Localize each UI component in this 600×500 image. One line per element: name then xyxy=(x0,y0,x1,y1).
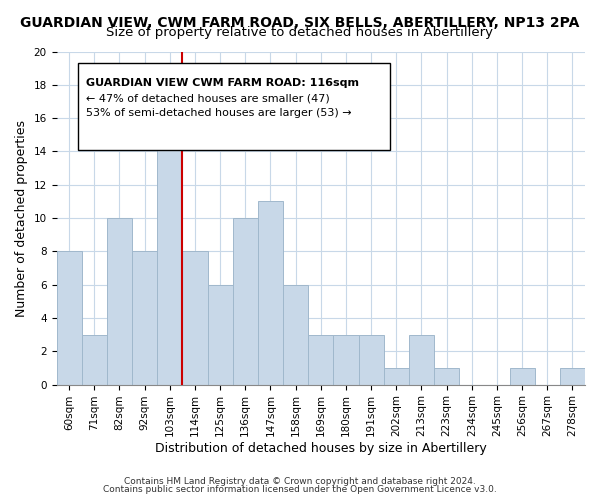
Text: GUARDIAN VIEW CWM FARM ROAD: 116sqm: GUARDIAN VIEW CWM FARM ROAD: 116sqm xyxy=(86,78,359,88)
Bar xyxy=(182,252,208,384)
Bar xyxy=(233,218,258,384)
Bar xyxy=(107,218,132,384)
Text: Contains public sector information licensed under the Open Government Licence v3: Contains public sector information licen… xyxy=(103,485,497,494)
Bar xyxy=(359,334,383,384)
Bar xyxy=(409,334,434,384)
Bar xyxy=(56,252,82,384)
Bar xyxy=(434,368,459,384)
Text: GUARDIAN VIEW, CWM FARM ROAD, SIX BELLS, ABERTILLERY, NP13 2PA: GUARDIAN VIEW, CWM FARM ROAD, SIX BELLS,… xyxy=(20,16,580,30)
Bar xyxy=(560,368,585,384)
Bar xyxy=(283,284,308,384)
Bar xyxy=(334,334,359,384)
Text: Size of property relative to detached houses in Abertillery: Size of property relative to detached ho… xyxy=(107,26,493,39)
Text: ← 47% of detached houses are smaller (47): ← 47% of detached houses are smaller (47… xyxy=(86,94,329,104)
Bar xyxy=(308,334,334,384)
Bar xyxy=(208,284,233,384)
Bar xyxy=(132,252,157,384)
Bar xyxy=(383,368,409,384)
Bar xyxy=(509,368,535,384)
Bar xyxy=(258,202,283,384)
Text: Contains HM Land Registry data © Crown copyright and database right 2024.: Contains HM Land Registry data © Crown c… xyxy=(124,477,476,486)
X-axis label: Distribution of detached houses by size in Abertillery: Distribution of detached houses by size … xyxy=(155,442,487,455)
Text: 53% of semi-detached houses are larger (53) →: 53% of semi-detached houses are larger (… xyxy=(86,108,352,118)
Y-axis label: Number of detached properties: Number of detached properties xyxy=(15,120,28,316)
Bar xyxy=(82,334,107,384)
Bar xyxy=(157,118,182,384)
